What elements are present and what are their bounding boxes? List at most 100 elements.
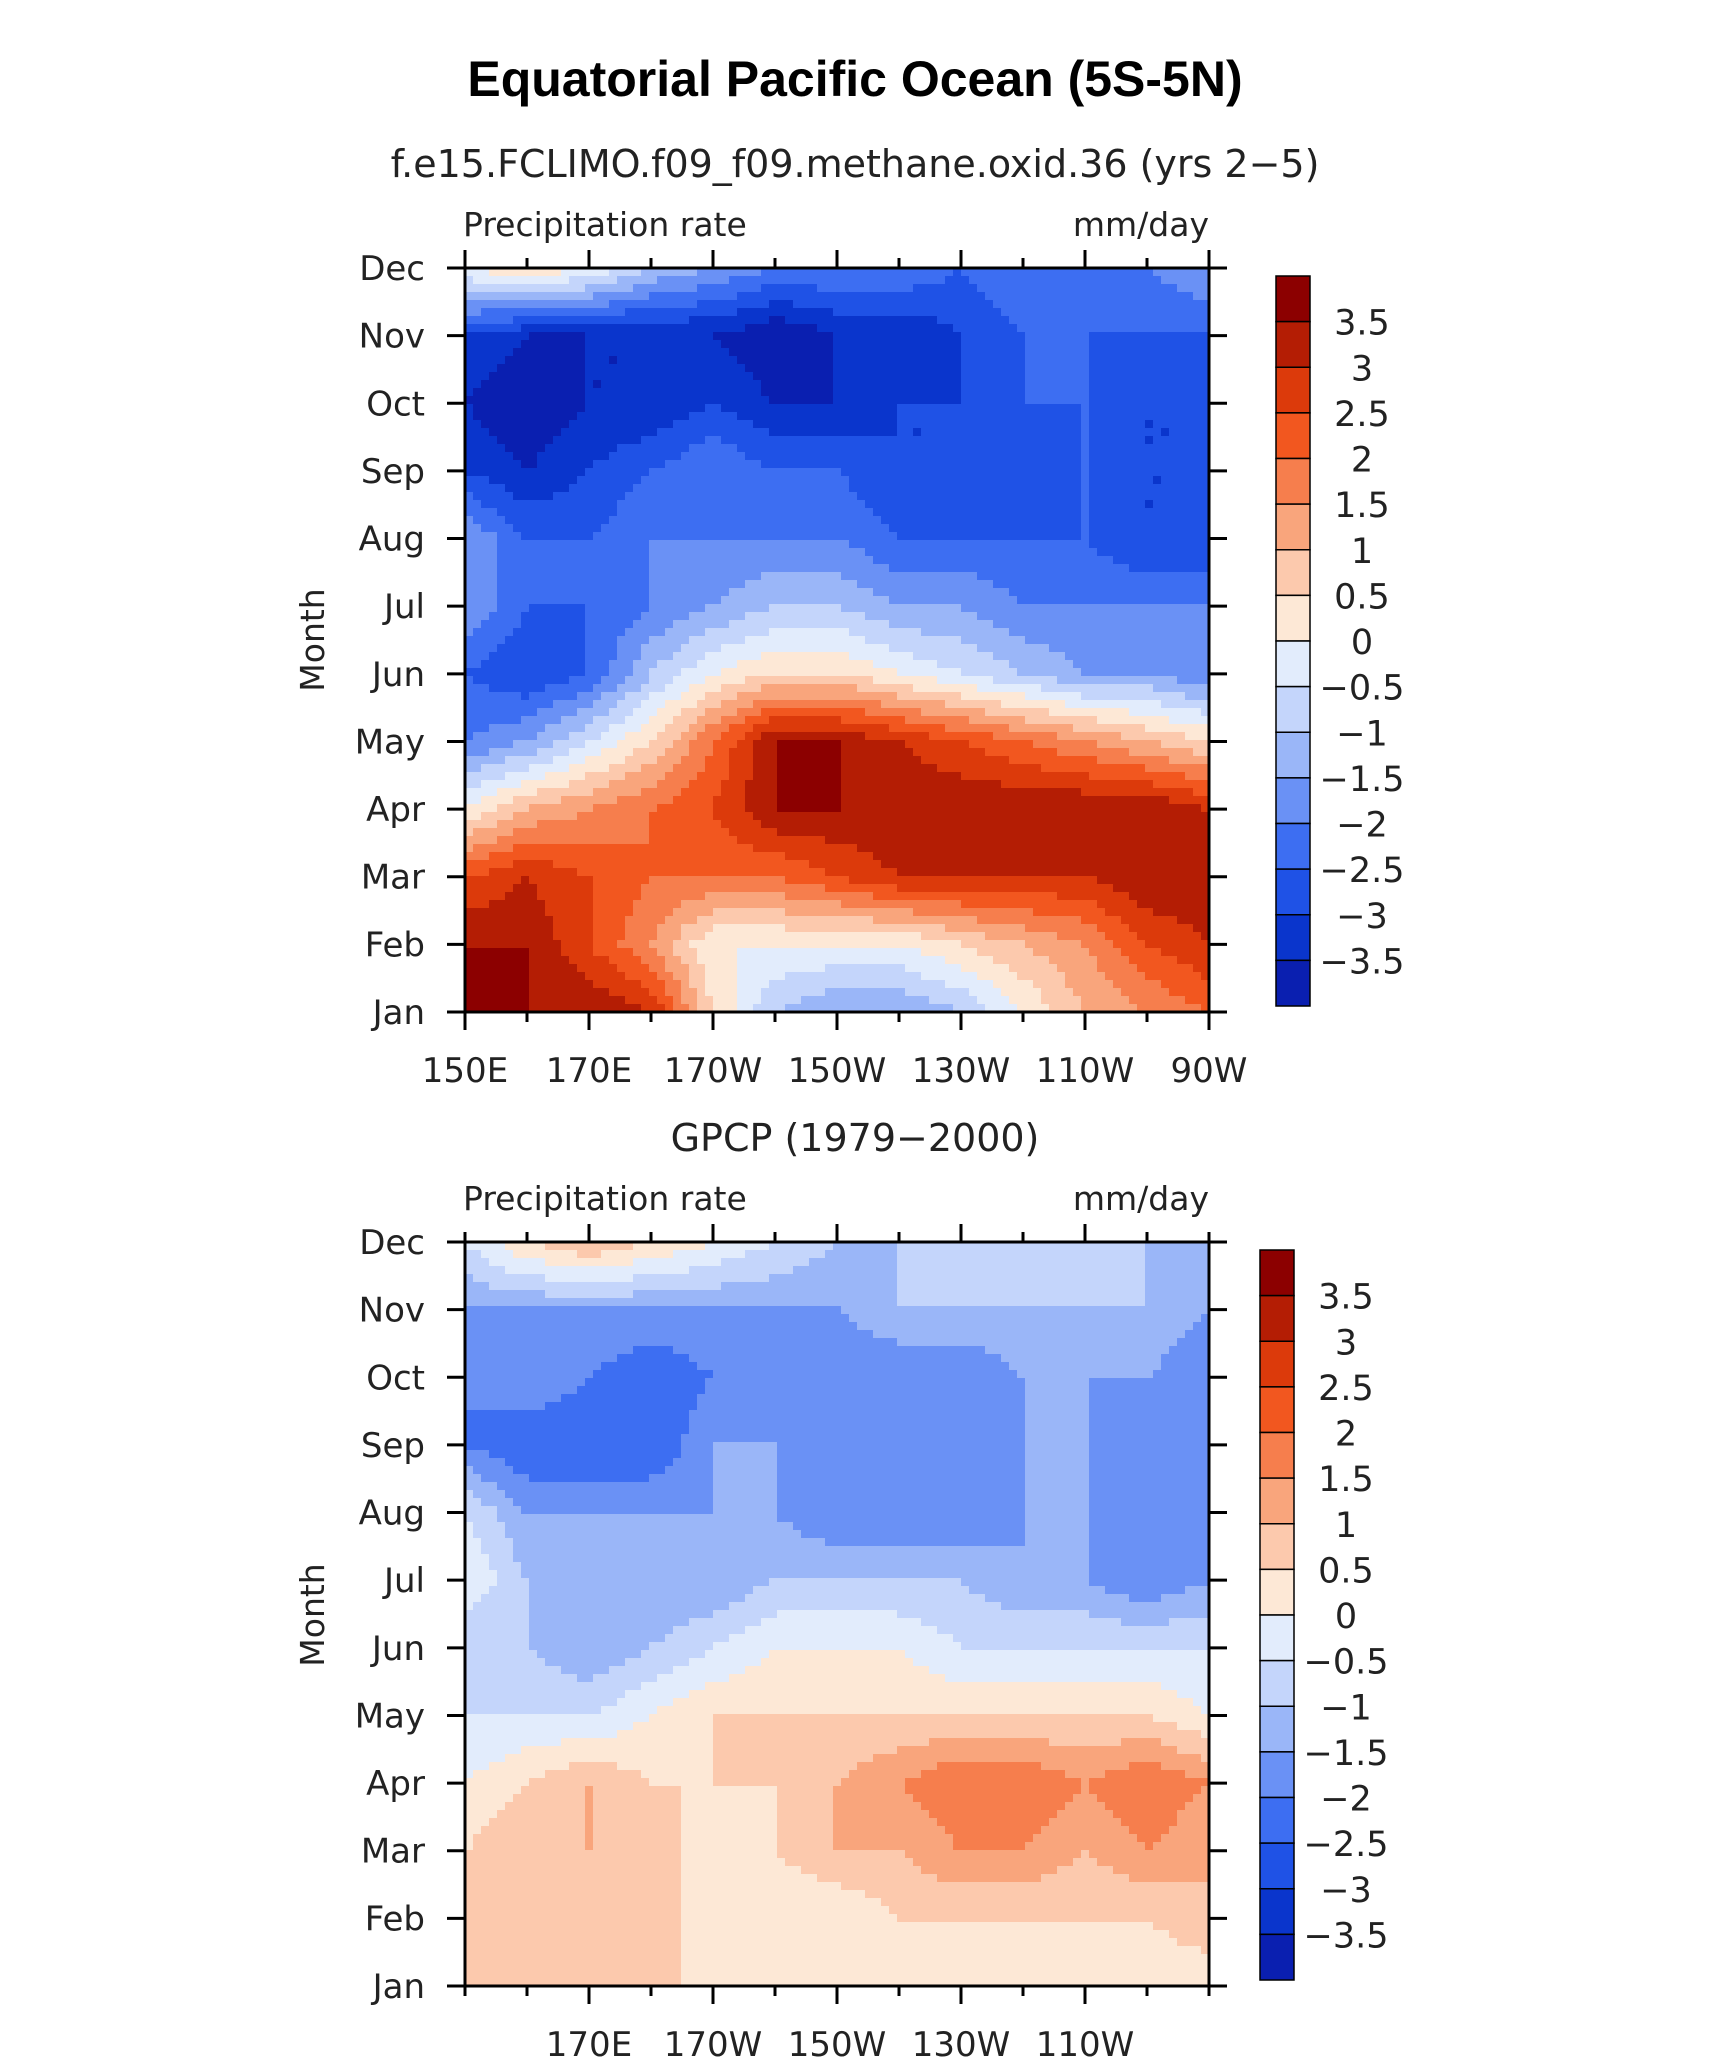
contour-cell [817,532,826,541]
contour-cell [1153,340,1162,349]
contour-cell [1097,348,1106,357]
contour-cell [753,508,762,517]
contour-cell [985,564,994,573]
contour-cell [641,492,650,501]
contour-cell [513,628,522,637]
contour-cell [857,316,866,325]
contour-cell [881,604,890,613]
contour-cell [1129,300,1138,309]
contour-cell [1073,492,1082,501]
contour-cell [673,452,682,461]
contour-cell [633,660,642,669]
contour-cell [777,276,786,285]
contour-cell [897,300,906,309]
contour-cell [865,484,874,493]
contour-cell [1185,652,1194,661]
contour-cell [505,556,514,565]
contour-cell [889,580,898,589]
contour-cell [465,452,474,461]
contour-cell [913,676,922,685]
contour-cell [1057,532,1066,541]
contour-cell [673,316,682,325]
contour-cell [745,340,754,349]
contour-cell [665,660,674,669]
contour-cell [1177,612,1186,621]
contour-cell [513,420,522,429]
contour-cell [905,380,914,389]
contour-cell [801,492,810,501]
contour-cell [1121,588,1130,597]
contour-cell [1193,580,1202,589]
contour-cell [633,276,642,285]
contour-cell [729,548,738,557]
contour-cell [889,596,898,605]
contour-cell [1153,596,1162,605]
contour-cell [497,652,506,661]
contour-cell [545,308,554,317]
contour-cell [697,620,706,629]
contour-cell [705,556,714,565]
contour-cell [473,492,482,501]
contour-cell [593,292,602,301]
contour-cell [601,484,610,493]
contour-cell [953,660,962,669]
contour-cell [697,388,706,397]
contour-cell [681,420,690,429]
contour-cell [617,524,626,533]
contour-cell [1113,316,1122,325]
contour-cell [785,564,794,573]
contour-cell [481,668,490,677]
contour-cell [617,356,626,365]
contour-cell [1009,364,1018,373]
contour-cell [1081,340,1090,349]
contour-cell [961,444,970,453]
contour-cell [465,468,474,477]
contour-cell [1129,276,1138,285]
contour-cell [601,692,610,701]
contour-cell [681,316,690,325]
contour-cell [817,436,826,445]
contour-cell [1193,276,1202,285]
contour-cell [689,460,698,469]
contour-cell [561,644,570,653]
contour-cell [929,324,938,333]
contour-cell [489,340,498,349]
contour-cell [1161,444,1170,453]
contour-cell [1033,676,1042,685]
contour-cell [537,636,546,645]
contour-cell [1129,564,1138,573]
contour-cell [593,564,602,573]
contour-cell [681,692,690,701]
contour-cell [609,524,618,533]
contour-cell [1161,380,1170,389]
contour-cell [1049,588,1058,597]
contour-cell [561,332,570,341]
contour-cell [777,348,786,357]
contour-cell [713,388,722,397]
contour-cell [865,436,874,445]
contour-cell [1177,580,1186,589]
contour-cell [521,396,530,405]
contour-cell [553,660,562,669]
contour-cell [505,588,514,597]
contour-cell [801,516,810,525]
contour-cell [873,428,882,437]
contour-cell [833,556,842,565]
contour-cell [993,524,1002,533]
contour-cell [697,484,706,493]
contour-cell [761,356,770,365]
contour-cell [1097,532,1106,541]
contour-cell [1177,460,1186,469]
contour-cell [929,404,938,413]
contour-cell [1177,276,1186,285]
contour-cell [569,684,578,693]
contour-cell [793,372,802,381]
contour-cell [1177,676,1186,685]
contour-cell [1105,500,1114,509]
contour-cell [497,644,506,653]
contour-cell [625,660,634,669]
contour-cell [945,372,954,381]
contour-cell [689,636,698,645]
contour-cell [897,644,906,653]
contour-cell [689,484,698,493]
